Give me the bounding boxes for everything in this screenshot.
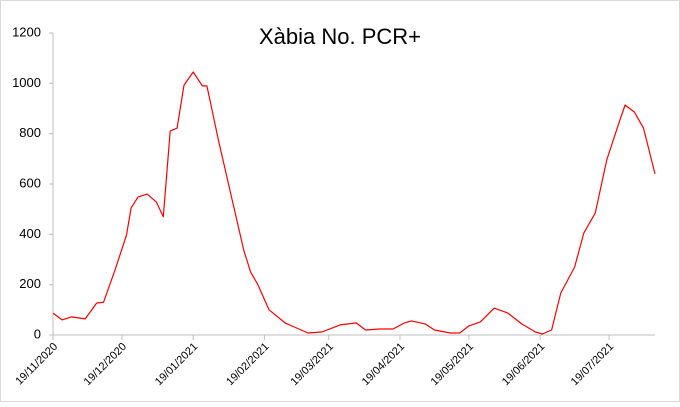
y-tick-label: 1200 — [12, 24, 41, 39]
y-tick-label: 1000 — [12, 75, 41, 90]
y-tick-label: 400 — [19, 226, 41, 241]
y-tick-label: 0 — [34, 326, 41, 341]
y-tick-label: 800 — [19, 125, 41, 140]
data-line — [52, 71, 656, 335]
chart-title: Xàbia No. PCR+ — [259, 24, 421, 49]
y-tick-label: 600 — [19, 175, 41, 190]
y-tick-label: 200 — [19, 276, 41, 291]
